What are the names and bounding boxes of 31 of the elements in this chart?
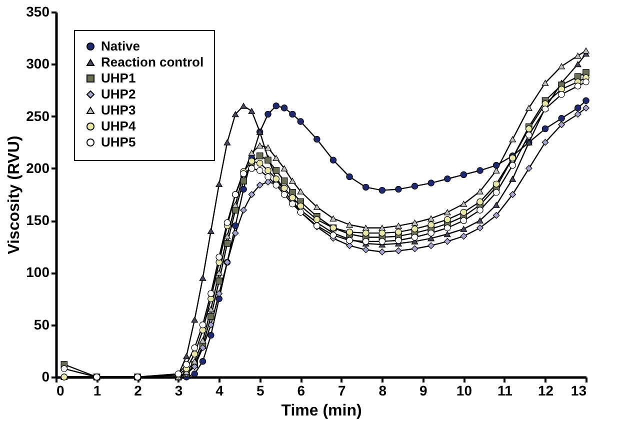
legend-label: UHP4	[101, 118, 136, 134]
y-tick-label: 50	[34, 316, 50, 332]
y-tick-label: 300	[26, 56, 50, 72]
y-axis-title: Viscosity (RVU)	[6, 136, 24, 254]
y-tick-label: 250	[26, 108, 50, 124]
x-tick-label: 11	[498, 382, 513, 398]
y-tick-label: 0	[42, 368, 50, 384]
legend-label: UHP5	[101, 134, 136, 150]
x-tick-label: 1	[93, 382, 102, 398]
x-tick-label: 10	[456, 382, 472, 398]
x-tick-label: 3	[174, 382, 183, 398]
x-tick-label: 8	[378, 382, 387, 398]
legend-label: UHP1	[101, 70, 136, 86]
x-axis-title: Time (min)	[281, 402, 362, 420]
x-tick-label: 2	[134, 382, 142, 398]
x-tick-label: 9	[420, 382, 428, 398]
x-tick-label: 0	[56, 382, 64, 398]
y-tick-label: 100	[26, 264, 50, 280]
legend-label: UHP3	[101, 102, 136, 118]
x-tick-label: 7	[338, 382, 346, 398]
x-tick-label: 4	[216, 382, 224, 398]
x-tick-label: 5	[256, 382, 264, 398]
legend-label: UHP2	[101, 86, 136, 102]
legend-label: Reaction control	[101, 54, 204, 70]
x-tick-label: 6	[297, 382, 306, 398]
y-tick-label: 200	[26, 160, 50, 176]
x-tick-label: 13	[570, 382, 587, 398]
x-tick-label: 12	[538, 382, 554, 398]
y-tick-label: 150	[26, 212, 50, 228]
y-tick-label: 350	[26, 4, 50, 20]
legend-label: Native	[101, 38, 140, 54]
